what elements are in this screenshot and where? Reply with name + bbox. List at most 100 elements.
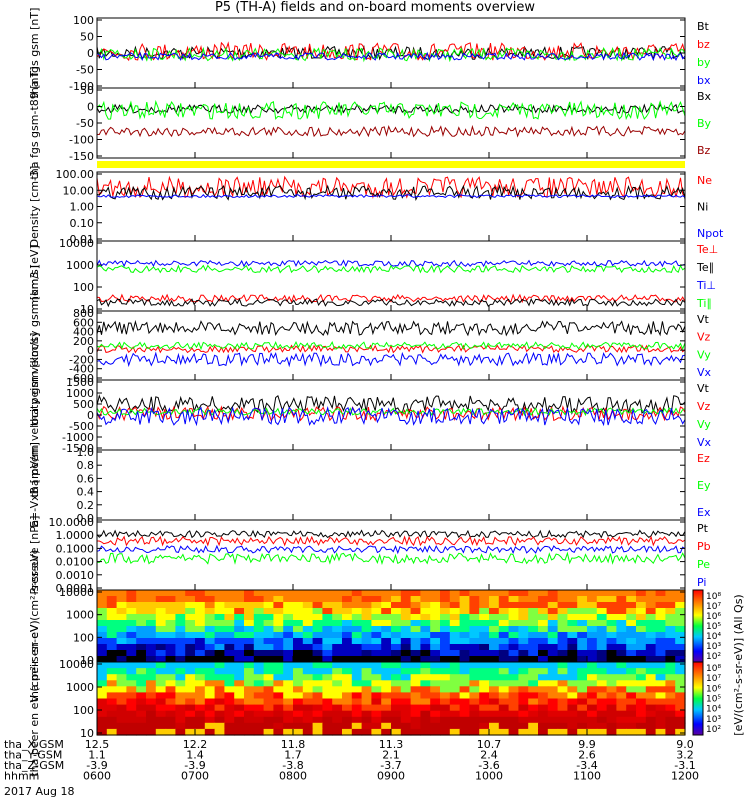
footer-row-label: tha_Y-GSM	[4, 749, 62, 762]
legend-ey: Ey	[697, 479, 711, 492]
colorbar-tick-label: 10⁸	[706, 664, 721, 674]
legend-vy: Vy	[697, 348, 711, 361]
y-tick-label: 0	[87, 101, 94, 114]
y-axis-label: tha peir en eV (cm²-s-sr-eV)	[28, 550, 41, 703]
panel-2: 50 0 -50 -100 -150 tha fgs gsm-t89 [nT] Bx By Bz	[28, 66, 712, 179]
footer-value: 0900	[377, 770, 405, 783]
footer-value: 12.2	[183, 738, 208, 751]
footer-value: -3.6	[478, 759, 499, 772]
footer-value: -3.1	[674, 759, 695, 772]
footer-value: 1000	[475, 770, 503, 783]
footer-ephemeris: tha_X-GSM 12.5 12.2 11.8 11.3 10.7 9.9 9.0 tha_Y…	[4, 738, 699, 798]
legend-vx: Vx	[697, 366, 712, 379]
series-line-bx	[96, 51, 686, 62]
y-tick-label: -150	[69, 150, 94, 163]
legend-pb: Pb	[697, 540, 711, 553]
legend-vy: Vy	[697, 418, 711, 431]
y-tick-label: -200	[69, 353, 94, 366]
y-tick-label: -400	[69, 363, 94, 376]
series-line-ni	[96, 183, 686, 202]
legend-ez: Ez	[697, 452, 710, 465]
y-tick-label: 0.01	[70, 233, 95, 246]
footer-value: -3.9	[184, 759, 205, 772]
panel-7: 1.00.80.60.40.20.0 E=-VxB [mV/m] Ez Ey Ex	[28, 442, 711, 528]
series-line-pb	[97, 535, 686, 547]
series-line-by	[96, 99, 686, 121]
series-line-npot	[96, 194, 686, 199]
y-tick-label: 0.1000	[56, 542, 95, 555]
y-tick-label: -100	[69, 134, 94, 147]
panel-frame	[96, 17, 686, 89]
panel-frame	[96, 519, 686, 591]
y-tick-label: 100	[73, 14, 94, 27]
colorbar-tick-label: 10⁴	[706, 632, 721, 642]
y-tick-label: 1.00	[70, 201, 95, 214]
footer-value: 0800	[279, 770, 307, 783]
colorbar-tick-label: 10⁴	[706, 705, 721, 715]
legend-by: By	[697, 117, 712, 130]
footer-value: 11.3	[379, 738, 404, 751]
y-tick-label: 100	[73, 631, 94, 644]
footer-value: 9.9	[578, 738, 596, 751]
panel-frame	[96, 449, 686, 521]
y-tick-label: 50	[80, 84, 94, 97]
y-tick-label: 0	[87, 47, 94, 60]
panel-3: 100.00 10.00 1.00 0.10 0.01 Density [cm-3] Ne N…	[28, 166, 724, 248]
footer-value: 1.1	[88, 749, 106, 762]
footer-value: 0600	[83, 770, 111, 783]
footer-value: -3.9	[86, 759, 107, 772]
legend-pi: Pi	[697, 576, 706, 589]
legend-bx: Bx	[697, 90, 712, 103]
y-tick-label: 10	[80, 303, 94, 316]
footer-value: 9.0	[676, 738, 694, 751]
y-tick-label: 0	[87, 344, 94, 357]
footer-value: -3.4	[576, 759, 597, 772]
legend-npot: Npot	[697, 227, 724, 240]
y-tick-label: 1000	[66, 609, 94, 622]
y-tick-label: 0	[87, 409, 94, 422]
colorbar-tick-label: 10⁶	[706, 612, 721, 622]
y-tick-label: 50	[80, 31, 94, 44]
series-line-bz	[96, 124, 686, 138]
y-tick-label: -100	[69, 80, 94, 93]
y-tick-label: -50	[76, 117, 94, 130]
colorbar-unit-label: [eV/(cm²-s-sr-eV)] (All Qs)	[732, 594, 745, 735]
y-tick-label: 100.00	[56, 168, 95, 181]
colorbar-tick-label: 10⁵	[706, 695, 721, 705]
y-tick-label: 1000	[66, 387, 94, 400]
legend-bt: Bt	[697, 20, 710, 33]
y-axis-label: E=-VxB [mV/m]	[28, 442, 41, 528]
legend-ni: Ni	[697, 201, 708, 214]
panel-10: 10000 1000 100 10 tha peer en eV (cm²-s-sr-e…	[28, 620, 686, 777]
colorbar-1	[692, 589, 704, 663]
y-tick-label: 0.8	[77, 459, 95, 472]
footer-value: -3.8	[282, 759, 303, 772]
y-axis-label: tha peer en eV (cm²-s-sr-eV)	[28, 620, 41, 776]
y-tick-label: 0.0010	[56, 569, 95, 582]
y-tick-label: 10000	[59, 658, 94, 671]
footer-value: 2.1	[382, 749, 400, 762]
panel-frame	[96, 171, 686, 242]
colorbar: 10⁸10⁷10⁶10⁵10⁴10³10²10⁸10⁷10⁶10⁵10⁴10³1…	[692, 589, 745, 736]
y-tick-label: 0.4	[77, 486, 95, 499]
y-tick-label: 1000	[66, 259, 94, 272]
panel-frame	[96, 87, 686, 159]
series-line-vt	[96, 394, 686, 416]
footer-value: 11.8	[281, 738, 306, 751]
footer-value: 1100	[573, 770, 601, 783]
panel-9: 10000 1000 100 10 tha peir en eV (cm²-s-sr-e…	[28, 550, 686, 703]
y-tick-label: 10000	[59, 586, 94, 599]
footer-value: 1200	[671, 770, 699, 783]
y-tick-label: 10	[80, 654, 94, 667]
footer-row-label: hhmm	[4, 770, 39, 783]
colorbar-2	[692, 661, 704, 736]
series-line-pt	[96, 529, 686, 539]
footer-row-label: tha_X-GSM	[4, 738, 64, 751]
y-tick-label: 800	[73, 307, 94, 320]
y-axis-label: Pressure [nPa]	[28, 516, 41, 595]
y-axis-label: mom3 [eV]	[28, 245, 41, 307]
legend-ti⊥: Ti⊥	[696, 279, 716, 292]
legend-bx: bx	[697, 74, 711, 87]
y-axis-label: tha fgs gsm-t89 [nT]	[28, 66, 41, 179]
